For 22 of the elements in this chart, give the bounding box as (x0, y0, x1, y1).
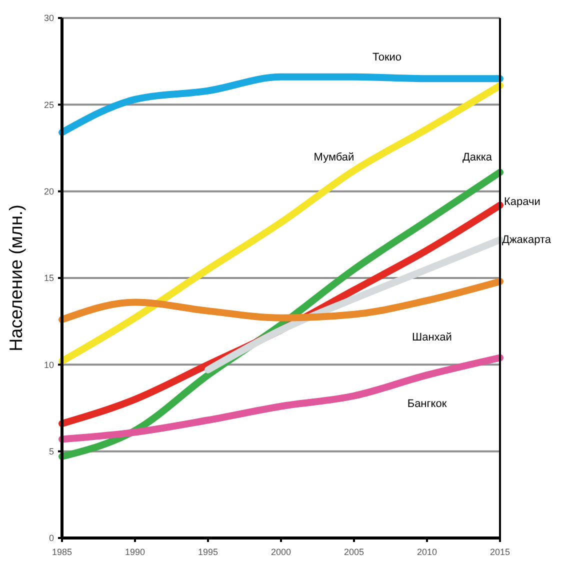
x-tick-label: 2010 (416, 547, 438, 557)
series-label: Мумбай (314, 152, 354, 164)
x-tick-label: 1985 (52, 547, 72, 557)
y-tick-label: 30 (44, 13, 54, 24)
y-tick-label: 20 (44, 186, 54, 196)
x-tick-label: 1995 (198, 547, 218, 557)
x-tick-label: 1990 (124, 547, 146, 557)
series-label: Токио (372, 52, 402, 64)
series-label: Карачи (504, 196, 540, 208)
series-label: Дакка (462, 151, 493, 164)
text: Шанхай (412, 332, 452, 344)
y-tick-label: 15 (44, 273, 54, 284)
y-tick-label: 10 (44, 360, 54, 370)
series-label: Бангкок (407, 398, 447, 410)
series-label: Джакарта (502, 234, 552, 246)
x-tick-label: 2005 (344, 547, 364, 557)
y-tick-label: 25 (44, 100, 54, 110)
x-tick-label: 2000 (270, 547, 292, 557)
y-tick-label: 5 (48, 446, 54, 456)
y-axis-title: Население (млн.) (6, 204, 26, 352)
y-tick-label: 0 (48, 533, 54, 544)
x-tick-label: 2015 (490, 547, 510, 557)
